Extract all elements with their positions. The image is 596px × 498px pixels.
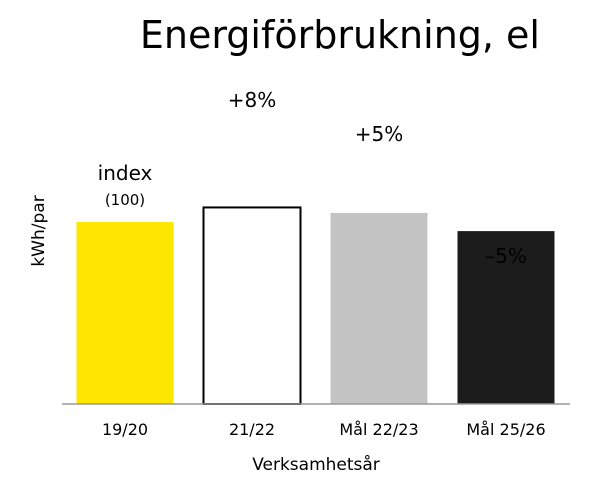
x-tick-labels: 19/20 21/22 Mål 22/23 Mål 25/26 bbox=[102, 420, 546, 439]
bars bbox=[76, 206, 555, 405]
bar-21-22 bbox=[202, 206, 302, 405]
bar-mal-25-26 bbox=[457, 231, 555, 404]
bar-annotations: index (100) +8% +5% –5% bbox=[98, 88, 527, 268]
annotation-mal-22-23: +5% bbox=[355, 122, 404, 146]
annotation-mal-25-26: –5% bbox=[485, 244, 527, 268]
x-axis-label: Verksamhetsår bbox=[252, 454, 380, 475]
x-tick-label: 21/22 bbox=[229, 420, 275, 439]
index-label: index bbox=[98, 161, 153, 185]
index-value-label: (100) bbox=[105, 191, 145, 209]
bar-mal-22-23 bbox=[330, 212, 428, 404]
x-tick-label: Mål 22/23 bbox=[339, 420, 418, 439]
bar-19-20 bbox=[76, 222, 174, 404]
x-tick-label: 19/20 bbox=[102, 420, 148, 439]
y-axis-label: kWh/par bbox=[29, 195, 49, 266]
chart-title: Energiförbrukning, el bbox=[140, 13, 540, 57]
annotation-21-22: +8% bbox=[228, 88, 277, 112]
x-tick-label: Mål 25/26 bbox=[466, 420, 545, 439]
